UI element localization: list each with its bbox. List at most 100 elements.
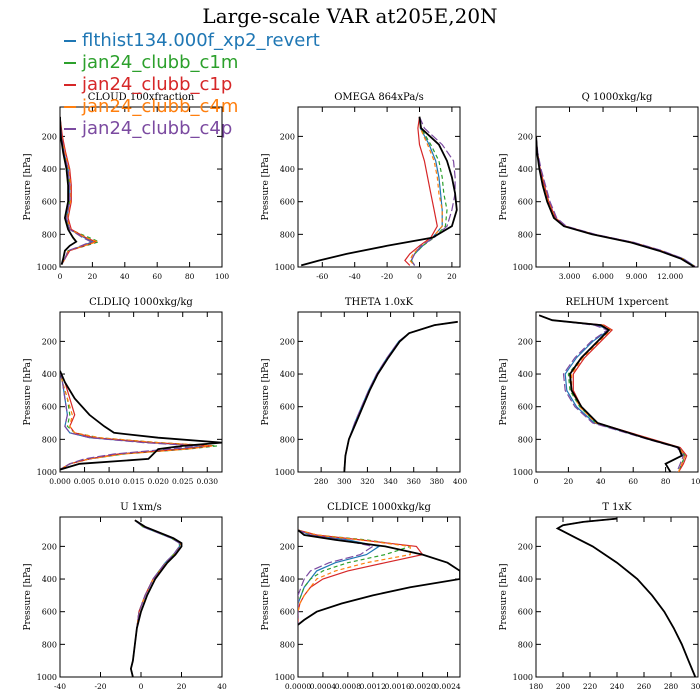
y-axis-label: Pressure [hPa] [23,153,33,220]
x-tick-label: -20 [381,272,393,281]
series-line-3 [404,116,438,266]
panel-frame [535,106,699,268]
x-tick-label: 0.015 [123,477,145,486]
x-tick-label: 0.000 [49,477,71,486]
y-axis-label: Pressure [hPa] [23,358,33,425]
y-tick-label: 800 [518,435,533,444]
x-tick-label: 0.0016 [385,682,411,691]
series-line-5 [536,136,697,267]
panel-title: OMEGA 864xPa/s [334,92,424,103]
y-tick-label: 800 [518,640,533,649]
panel-5: THETA 1.0xK Pressure [hPa] 200 400 600 800 100… [261,297,467,486]
series-line-4 [343,321,458,472]
series-line-3 [556,518,696,677]
x-tick-label: 300 [337,477,352,486]
y-axis-label: Pressure [hPa] [499,153,509,220]
series-line-2 [536,136,697,267]
series-line-0 [298,529,460,626]
panel-title: U 1xm/s [120,502,162,513]
x-tick-label: -60 [316,272,328,281]
series-line-2 [343,321,458,472]
legend-swatch-5 [64,128,76,130]
legend-swatch-2 [64,62,76,64]
legend-item-3: jan24_clubb_c1p [64,74,320,96]
panel-title: CLOUD 100xfraction [88,92,195,103]
y-tick-label: 1000 [37,673,57,682]
panel-frame [297,106,461,268]
series-line-5 [343,321,458,472]
y-tick-label: 400 [518,575,533,584]
x-tick-label: 400 [453,477,468,486]
y-tick-label: 1000 [275,468,295,477]
series-line-3 [538,314,688,472]
x-tick-label: 20 [564,477,574,486]
x-tick-label: 280 [664,682,679,691]
y-tick-label: 1000 [513,468,533,477]
x-tick-label: 20 [177,682,187,691]
x-tick-label: 280 [314,477,329,486]
y-tick-label: 600 [280,403,295,412]
y-tick-label: 200 [518,337,533,346]
x-tick-label: 0.005 [74,477,96,486]
x-tick-label: 340 [383,477,398,486]
series-line-2 [298,529,411,625]
series-line-1 [536,136,697,267]
x-tick-label: 40 [217,682,227,691]
legend-label-4: jan24_clubb_c4m [82,96,239,117]
series-line-1 [298,529,381,625]
x-tick-label: 20 [447,272,457,281]
series-line-0 [60,116,78,265]
series-line-0 [129,519,183,677]
legend-label-5: jan24_clubb_c4p [82,118,233,139]
y-tick-label: 400 [280,575,295,584]
y-tick-label: 800 [280,435,295,444]
y-tick-label: 200 [518,132,533,141]
series-line-5 [298,529,375,625]
series-line-5 [130,519,181,677]
x-tick-label: 0.025 [172,477,194,486]
y-tick-label: 600 [42,403,57,412]
series-line-4 [556,518,696,677]
panel-4: CLDLIQ 1000xkg/kg Pressure [hPa] 200 400 600… [23,297,223,486]
x-tick-label: 360 [407,477,422,486]
x-tick-label: 0 [139,682,144,691]
x-tick-label: 260 [637,682,652,691]
y-tick-label: 1000 [513,673,533,682]
y-tick-label: 800 [42,435,57,444]
x-tick-label: 0.0012 [360,682,386,691]
x-tick-label: 40 [120,272,130,281]
series-line-2 [538,314,686,472]
panel-frame [535,516,699,678]
y-tick-label: 400 [280,370,295,379]
y-axis-label: Pressure [hPa] [499,358,509,425]
series-line-1 [556,518,696,677]
x-tick-label: 6.000 [592,272,614,281]
y-tick-label: 600 [42,608,57,617]
x-tick-label: 80 [185,272,195,281]
series-line-4 [60,370,213,471]
x-tick-label: 0 [534,477,539,486]
panel-frame [297,516,461,678]
x-tick-label: 0.0000 [285,682,311,691]
series-line-1 [60,370,208,471]
legend-label-1: flthist134.000f_xp2_revert [82,30,320,51]
x-tick-label: 220 [583,682,598,691]
panel-title: CLDICE 1000xkg/kg [327,502,431,513]
series-line-3 [343,321,458,472]
y-tick-label: 200 [280,337,295,346]
y-tick-label: 600 [518,403,533,412]
series-line-4 [60,116,100,265]
panel-frame [59,516,223,678]
panel-title: THETA 1.0xK [345,297,414,308]
y-tick-label: 600 [280,608,295,617]
series-line-3 [536,136,695,267]
series-line-5 [538,314,685,472]
panel-title: T 1xK [602,502,632,513]
y-tick-label: 600 [280,198,295,207]
x-tick-label: 80 [661,477,671,486]
y-tick-label: 1000 [275,673,295,682]
x-tick-label: 0.010 [98,477,120,486]
series-line-0 [60,370,222,471]
